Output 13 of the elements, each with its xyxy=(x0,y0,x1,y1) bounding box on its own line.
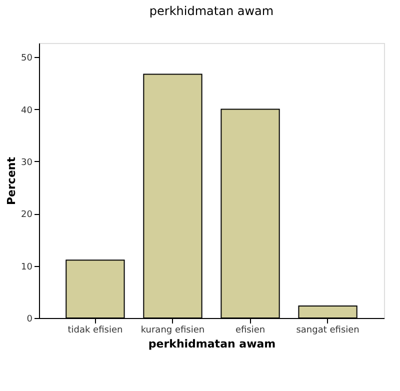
y-tick-label: 40 xyxy=(21,106,33,116)
x-tick-label: sangat efisien xyxy=(296,326,360,336)
y-tick-label: 20 xyxy=(21,210,33,220)
y-tick-label: 30 xyxy=(21,158,33,168)
y-tick-label: 10 xyxy=(21,262,33,272)
chart-title: perkhidmatan awam xyxy=(149,4,274,18)
y-tick-label: 50 xyxy=(21,54,33,64)
x-tick-label: kurang efisien xyxy=(140,326,205,336)
y-tick-label: 0 xyxy=(26,314,33,324)
y-axis-title: Percent xyxy=(5,156,18,206)
x-tick-label: efisien xyxy=(235,326,266,336)
x-axis-title: perkhidmatan awam xyxy=(148,338,276,350)
x-tick-label: tidak efisien xyxy=(68,326,123,336)
